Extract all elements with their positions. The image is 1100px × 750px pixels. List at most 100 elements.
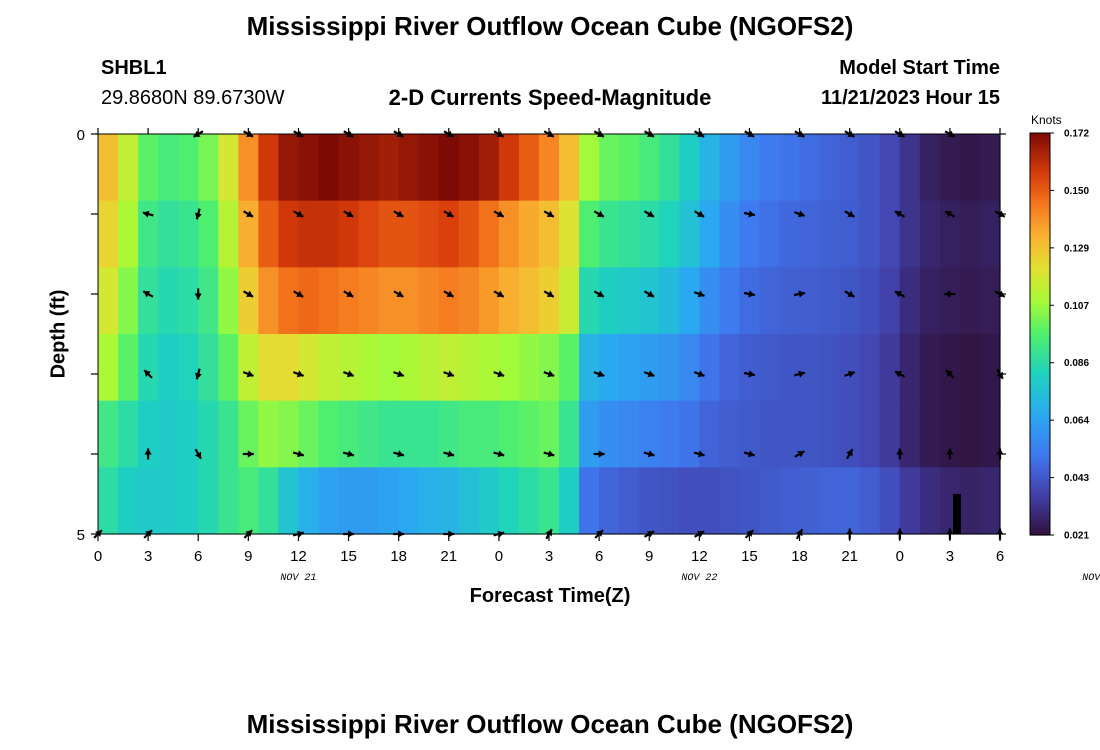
current-vector [393,130,404,138]
heatmap-cell [118,467,139,535]
heatmap-cell [599,334,620,402]
x-tick-label: 3 [144,548,152,565]
heatmap-cell [478,267,500,335]
heatmap-cell [759,467,781,535]
current-vector [694,130,705,138]
heatmap-cell [759,267,781,335]
heatmap-cell [799,267,821,335]
heatmap-cell [398,267,420,335]
heatmap-cell [639,467,660,535]
heatmap-cell [599,200,620,268]
heatmap-cell [258,467,279,535]
heatmap-cell [338,467,360,535]
heatmap-cell [739,267,761,335]
heatmap-cell [619,334,640,402]
colorbar-tick-label: 0.021 [1064,531,1089,542]
heatmap-cell [318,400,340,468]
heatmap-cell [879,200,901,268]
heatmap-cell [158,400,179,468]
colorbar-segment [1030,310,1050,315]
heatmap-cell [98,334,119,402]
colorbar-segment [1030,236,1050,241]
heatmap-cell [859,267,881,335]
current-vector [293,130,304,138]
current-vector [443,290,455,298]
current-vector [996,528,1004,540]
heatmap-cell [478,467,500,535]
x-tick-label: 21 [440,548,457,565]
colorbar-segment [1030,401,1050,405]
current-vector [143,369,153,379]
current-vector [743,290,756,298]
heatmap-cell [599,400,620,468]
current-vector [143,529,153,539]
heatmap-cell [779,467,801,535]
heatmap-cell [298,334,320,402]
heatmap-cell [118,134,139,202]
colorbar-segment [1030,531,1050,536]
colorbar-tick-label: 0.086 [1064,358,1089,369]
heatmap-cell [859,334,881,402]
heatmap-cell [398,200,420,268]
heatmap-cell [939,200,961,268]
x-tick-label: 15 [741,548,758,565]
current-vector [543,450,555,458]
current-vector [242,450,254,458]
heatmap-cell [799,200,821,268]
heatmap-cell [118,267,139,335]
heatmap-cell [719,334,741,402]
current-vector [994,210,1006,218]
heatmap-cell [498,267,520,335]
current-vector [643,290,655,298]
heatmap-cell [538,334,560,402]
heatmap-cell [859,400,881,468]
heatmap-cell [919,267,941,335]
colorbar-segment [1030,256,1050,261]
heatmap-cell [779,134,801,202]
heatmap-cell [659,267,680,335]
colorbar-segment [1030,230,1050,235]
current-vector [944,210,956,218]
heatmap-cell [659,400,680,468]
current-vector [292,450,305,458]
current-vector [844,290,855,298]
x-date-label: NOV 22 [681,573,717,584]
colorbar-segment [1030,387,1050,392]
heatmap-cell [378,400,400,468]
heatmap-cell [438,267,460,335]
current-vector [545,528,553,540]
current-vector [996,448,1004,460]
heatmap-cell [478,134,500,202]
x-tick-label: 9 [645,548,653,565]
colorbar-segment [1030,390,1050,395]
heatmap-cell [458,134,480,202]
heatmap-cell [599,267,620,335]
heatmap-cell [939,267,961,335]
colorbar-segment [1030,193,1050,198]
current-vector [793,290,806,298]
heatmap-cell [238,467,259,535]
current-vector [643,370,655,378]
heatmap-cell [979,267,1001,335]
current-vector [194,368,202,380]
heatmap-cell [579,200,600,268]
current-vector [693,370,705,378]
colorbar-segment [1030,377,1050,382]
heatmap-cell [699,467,720,535]
heatmap-cell [719,400,741,468]
colorbar-segment [1030,293,1050,298]
colorbar-segment [1030,143,1050,147]
current-vector [593,370,605,378]
heatmap-cell [959,400,981,468]
colorbar-segment [1030,156,1050,161]
colorbar-segment [1030,240,1050,245]
heatmap-cell [198,334,219,402]
heatmap-cell [218,200,239,268]
colorbar-segment [1030,407,1050,412]
heatmap-cell [899,267,921,335]
heatmap-cell [418,334,440,402]
heatmap-cell [318,267,340,335]
heatmap-cell [939,400,961,468]
heatmap-cell [238,267,259,335]
current-vector [894,290,906,298]
